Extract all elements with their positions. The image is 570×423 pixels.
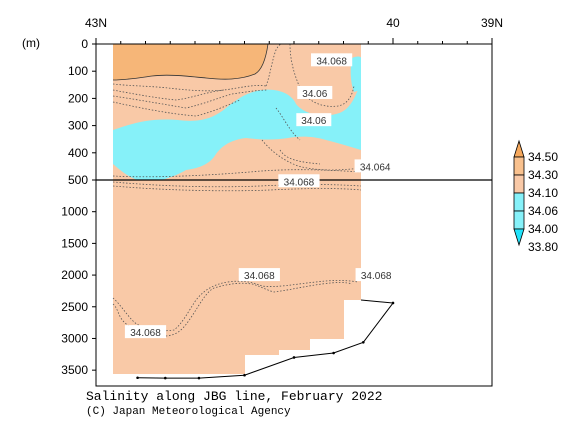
contour-label-bg xyxy=(278,174,320,188)
station-bottom-marker xyxy=(391,301,395,305)
station-bottom-marker xyxy=(136,376,139,380)
y-axis-ticks: 0 100 200 300 400 500 1000 1500 2000 2500 3000 3500 xyxy=(61,37,96,377)
top-minor-ticks xyxy=(120,41,468,44)
contour-labels: 34.068 34.06 34.06 34.064 34.068 34.068 34.068… xyxy=(124,53,397,339)
colorbar-swatch xyxy=(513,192,525,212)
contour-label: 34.06 xyxy=(302,89,327,100)
colorbar: 34.50 34.30 34.10 34.06 34.00 33.80 xyxy=(513,139,558,254)
x-tick-label: 39N xyxy=(481,16,503,30)
y-tick-label: 500 xyxy=(68,173,88,187)
contour-label: 34.064 xyxy=(360,162,391,173)
contour-label: 34.068 xyxy=(130,328,161,339)
x-tick-label: 43N xyxy=(85,16,107,30)
contour-label: 34.068 xyxy=(244,271,275,282)
upper-panel-fill xyxy=(112,44,362,180)
colorbar-bottom-arrow xyxy=(513,228,525,247)
colorbar-swatch xyxy=(513,210,525,230)
chart-title: Salinity along JBG line, February 2022 xyxy=(86,389,382,404)
low-salinity-region xyxy=(113,86,361,180)
y-tick-label: 1000 xyxy=(61,205,88,219)
colorbar-swatch xyxy=(513,174,525,194)
contour-label-bg xyxy=(297,85,333,99)
contour-label-bg xyxy=(354,159,396,173)
x-tick-label: 40 xyxy=(386,16,400,30)
y-tick-label: 3500 xyxy=(61,363,88,377)
y-tick-label: 400 xyxy=(68,146,88,160)
station-bottom-marker xyxy=(197,376,201,380)
contour-label-bg xyxy=(296,113,332,127)
contour-34-10 xyxy=(112,44,269,81)
colorbar-level-label: 34.00 xyxy=(528,222,558,236)
y-tick-label: 2500 xyxy=(61,300,88,314)
salinity-field-lower xyxy=(113,180,361,374)
contour-label-bg xyxy=(238,268,280,282)
station-bottom-marker xyxy=(243,373,246,377)
contour-label: 34.068 xyxy=(361,271,392,282)
station-bottom-marker xyxy=(332,351,335,355)
low-salinity-strip xyxy=(350,56,361,92)
y-tick-label: 1500 xyxy=(61,236,88,250)
y-tick-label: 0 xyxy=(81,37,88,51)
colorbar-level-label: 34.10 xyxy=(528,186,558,200)
y-tick-label: 2000 xyxy=(61,268,88,282)
colorbar-level-label: 34.30 xyxy=(528,168,558,182)
contour-label: 34.06 xyxy=(301,116,326,127)
lower-panel-fill xyxy=(112,180,362,374)
y-tick-label: 200 xyxy=(68,91,88,105)
contour-label-bg xyxy=(311,53,353,67)
high-salinity-region xyxy=(113,44,268,80)
bottom-topography xyxy=(136,299,395,380)
x-axis-ticks: 43N 40 39N xyxy=(85,16,503,44)
contour-label-bg xyxy=(124,325,167,339)
credit-line: (C) Japan Meteorological Agency xyxy=(86,406,291,418)
y-tick-label: 100 xyxy=(68,64,88,78)
contour-label: 34.068 xyxy=(316,56,347,67)
station-bottom-marker xyxy=(292,356,296,359)
contour-label-bg xyxy=(355,268,397,282)
station-bottom-marker xyxy=(362,340,365,344)
colorbar-level-label: 33.80 xyxy=(528,240,558,254)
colorbar-level-label: 34.50 xyxy=(528,150,558,164)
colorbar-level-label: 34.06 xyxy=(528,204,558,218)
y-axis-unit: (m) xyxy=(22,36,40,50)
y-tick-label: 300 xyxy=(68,119,88,133)
colorbar-swatch xyxy=(513,156,525,176)
contour-label: 34.068 xyxy=(284,177,315,188)
station-bottom-marker xyxy=(164,376,167,380)
colorbar-top-arrow xyxy=(513,139,525,158)
y-tick-label: 3000 xyxy=(61,331,88,345)
